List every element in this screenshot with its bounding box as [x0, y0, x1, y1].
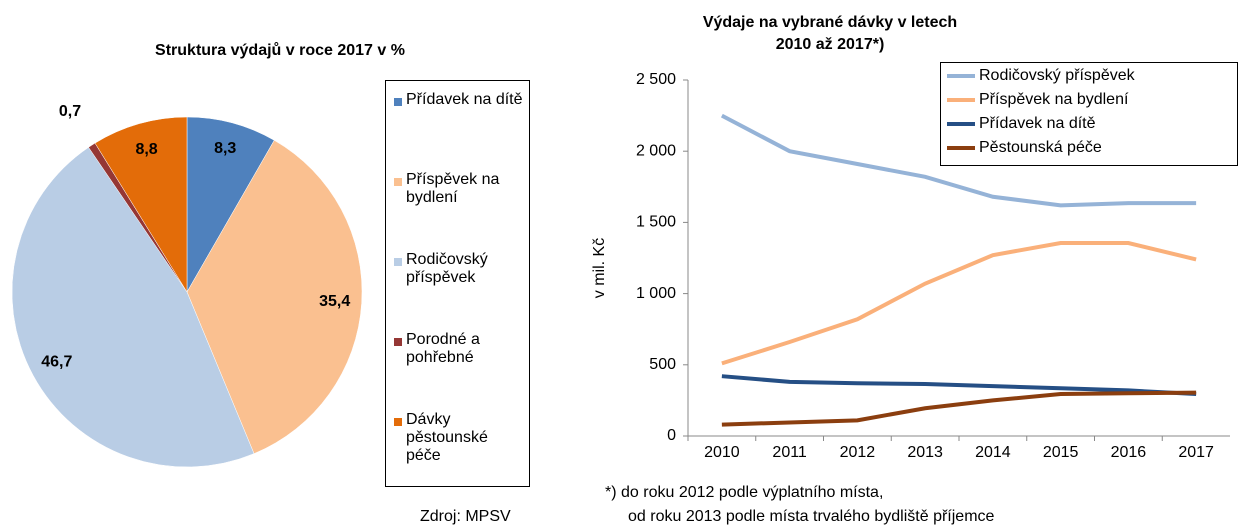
legend-label: Přídavek na dítě [406, 91, 523, 108]
value-label: 0,7 [59, 103, 81, 120]
y-tick-label: 1 000 [636, 285, 676, 302]
note-line: *) do roku 2012 podle výplatního místa, [605, 484, 884, 501]
pie-slice [186, 139, 363, 454]
line-legend: Rodičovský příspěvek Příspěvek na bydlení… [940, 62, 1238, 166]
y-tick-label: 2 500 [636, 71, 676, 88]
legend-swatch [394, 338, 402, 346]
pie-slice [186, 116, 275, 293]
legend-swatch [394, 98, 402, 106]
line-title: Výdaje na vybrané dávky v letech 2010 až… [702, 14, 958, 53]
y-axis-label: v mil. Kč [591, 238, 608, 298]
legend-label: Dávky pěstounské péče [406, 411, 488, 464]
legend-swatch [947, 74, 975, 78]
legend-item: Příspěvek na bydlení [941, 89, 1237, 111]
line [721, 390, 1197, 427]
x-tick-label: 2010 [704, 444, 740, 461]
legend-item: Příspěvek na bydlení [394, 171, 524, 207]
line [721, 374, 1197, 396]
y-tick-label: 2 000 [636, 142, 676, 159]
legend-label: Příspěvek na bydlení [979, 91, 1129, 108]
x-tick-label: 2014 [975, 444, 1011, 461]
legend-item: Přídavek na dítě [941, 113, 1237, 135]
pie-title: Struktura výdajů v roce 2017 v % [155, 42, 405, 59]
x-tick-label: 2015 [1043, 444, 1079, 461]
y-tick-label: 0 [667, 427, 676, 444]
pie-legend: Přídavek na dítě Příspěvek na bydlení Rodi… [385, 80, 530, 487]
y-tick-label: 1 500 [636, 214, 676, 231]
x-tick-label: 2013 [907, 444, 943, 461]
legend-label: Přídavek na dítě [979, 115, 1096, 132]
legend-swatch [394, 258, 402, 266]
x-tick-label: 2017 [1178, 444, 1214, 461]
legend-label: Příspěvek na bydlení [406, 171, 500, 206]
x-tick-label: 2012 [840, 444, 876, 461]
y-tick-label: 500 [649, 356, 676, 373]
legend-label: Rodičovský příspěvek [979, 67, 1135, 84]
source: Zdroj: MPSV [420, 508, 511, 525]
x-tick-label: 2016 [1111, 444, 1147, 461]
legend-label: Porodné a pohřebné [406, 331, 480, 366]
legend-item: Přídavek na dítě [394, 91, 524, 109]
legend-item: Dávky pěstounské péče [394, 411, 524, 465]
pie-slice [94, 116, 188, 293]
legend-item: Rodičovský příspěvek [394, 251, 524, 287]
value-label: 35,4 [319, 293, 350, 310]
legend-item: Porodné a pohřebné [394, 331, 524, 367]
legend-item: Pěstounská péče [941, 137, 1237, 159]
legend-item: Rodičovský příspěvek [941, 65, 1237, 87]
legend-swatch [394, 178, 402, 186]
line [720, 113, 1197, 208]
value-label: 46,7 [41, 354, 72, 371]
legend-swatch [394, 418, 402, 426]
value-label: 8,8 [135, 141, 157, 158]
legend-swatch [947, 122, 975, 126]
value-label: 8,3 [214, 140, 236, 157]
legend-swatch [947, 146, 975, 150]
pie-slice [11, 146, 255, 468]
x-tick-label: 2011 [772, 444, 807, 461]
legend-label: Rodičovský příspěvek [406, 251, 488, 286]
legend-swatch [947, 98, 975, 102]
legend-label: Pěstounská péče [979, 139, 1102, 156]
line [721, 241, 1197, 366]
note-line: od roku 2013 podle místa trvalého bydliš… [628, 508, 995, 525]
